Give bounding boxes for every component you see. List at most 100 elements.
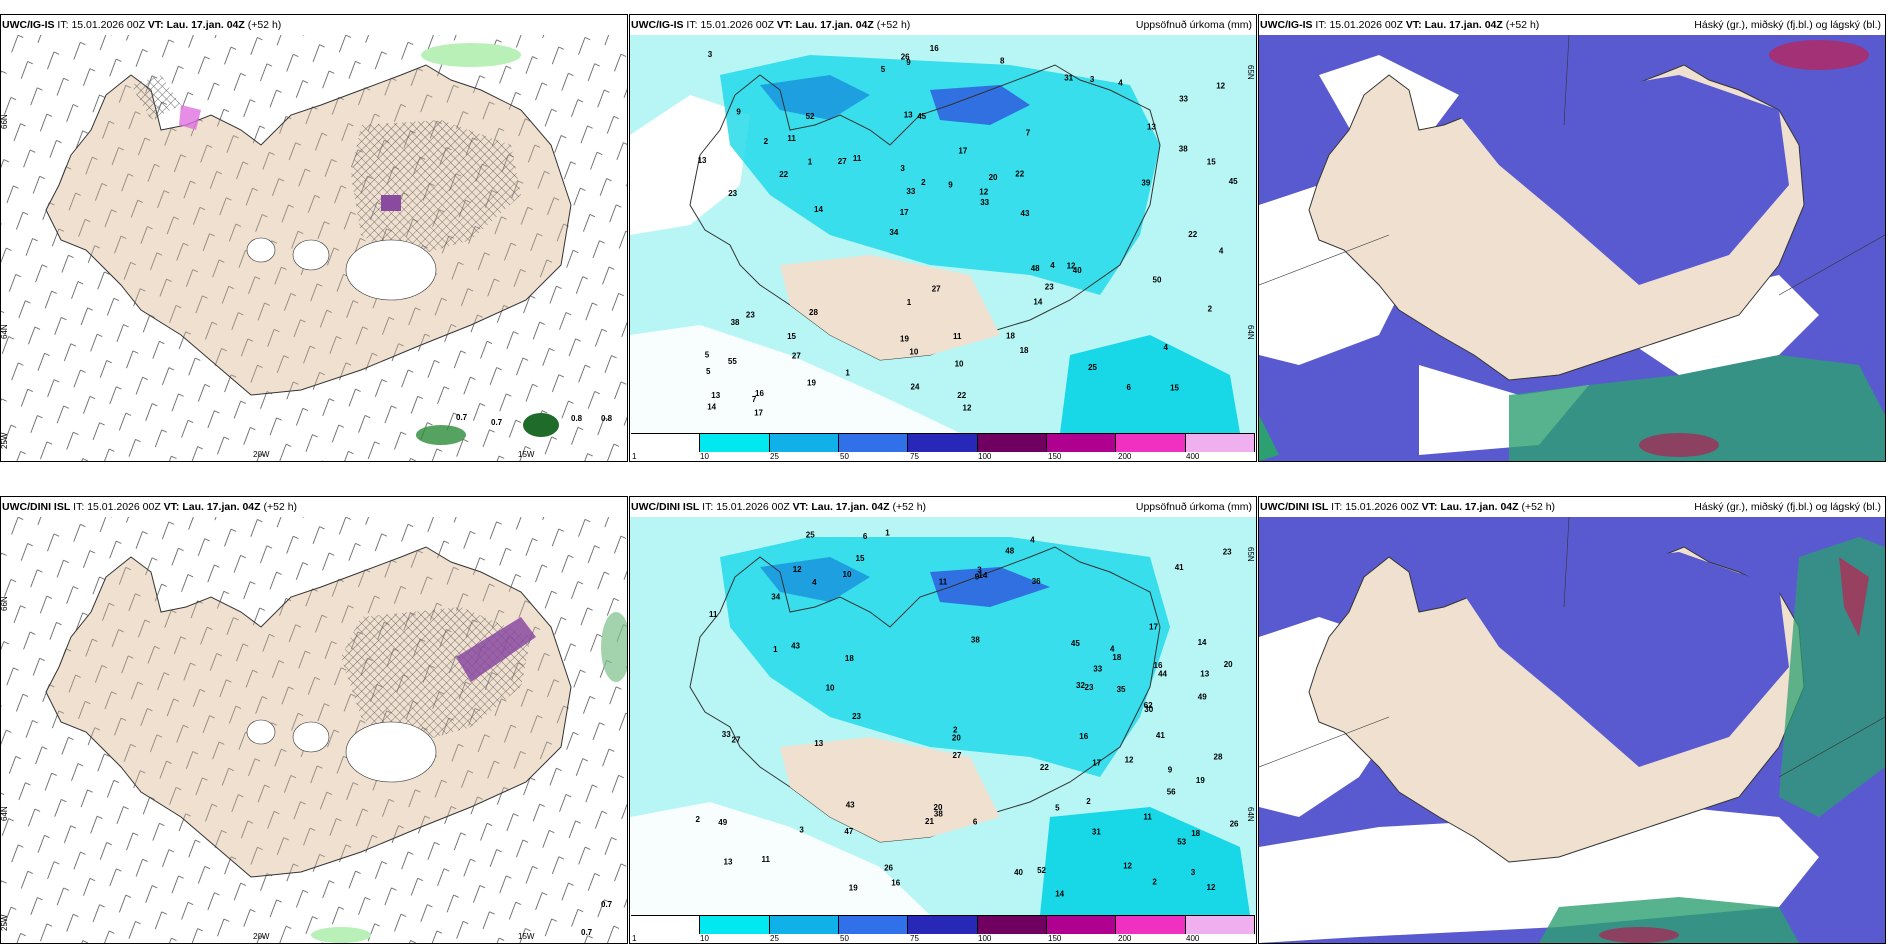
value-label: 6 [1127,383,1132,392]
value-label: 31 [1092,827,1101,836]
colorbar-cell [700,916,770,934]
vt-value: Lau. 17.jan. 04Z [182,501,261,513]
colorbar-tick: 50 [840,452,849,461]
lon-label: 15W [518,932,535,941]
vt-value: Lau. 17.jan. 04Z [795,19,874,31]
precip-patch [601,612,627,682]
value-label: 20 [1224,660,1233,669]
value-label: 21 [925,817,934,826]
value-label: 22 [1015,169,1024,178]
precip-field [930,567,1050,607]
value-label: 13 [724,858,733,867]
lat-label: 66N [1,114,9,129]
it-label: IT: [686,19,698,31]
value-label: 17 [754,408,763,417]
value-label: 19 [849,883,858,892]
lon-label: 25W [1,914,9,931]
value-label: 19 [1196,776,1205,785]
colorbar-tick: 200 [1118,452,1132,461]
value-label: 39 [1141,178,1150,187]
it-value: 15.01.2026 00Z [700,19,774,31]
value-label: 62 [1144,701,1153,710]
cloud-field [1459,75,1789,285]
map-svg: 1523333471613172311527452040994548381719… [630,35,1256,433]
value-label: 19 [900,335,909,344]
value-label: 4 [1030,535,1035,544]
value-label: 11 [1143,813,1152,822]
value-label: 9 [1168,766,1173,775]
cloud-field [1459,552,1789,767]
value-label: 2 [696,815,701,824]
value-label: 16 [930,44,939,53]
panel-bottom-middle: UWC/DINI ISL IT: 15.01.2026 00Z VT: Lau.… [629,496,1257,944]
value-label: 3 [977,565,982,574]
value-label: 14 [978,571,987,580]
it-value: 15.01.2026 00Z [1329,19,1403,31]
value-label: 11 [953,332,962,341]
value-label: 16 [1079,732,1088,741]
model-name: UWC/IG-IS [631,19,684,31]
glacier [345,239,437,301]
vt-label: VT: [1405,19,1422,31]
value-label: 23 [1085,683,1094,692]
value-label: 13 [814,739,823,748]
value-label: 32 [1076,681,1085,690]
value-label: 14 [1055,890,1064,899]
value-label: 0.7 [491,418,503,427]
value-label: 2 [953,725,958,734]
value-label: 13 [904,111,913,120]
map-precip: 11 14 18 38 13 15 16 47 41 43 13 11 62 16 49 34 53 10 38 44… [630,517,1256,915]
it-value: 15.01.2026 00Z [87,501,161,513]
value-label: 45 [1071,639,1080,648]
glacier [246,237,276,263]
value-label: 2 [764,137,769,146]
value-label: 41 [1175,563,1184,572]
precip-patch [523,413,559,437]
value-label: 0.7 [456,413,468,422]
high-cloud [1639,433,1719,457]
vt-label: VT: [792,501,809,513]
value-label: 38 [1179,145,1188,154]
model-name: UWC/DINI ISL [1260,501,1329,513]
map-svg: 0.7 0.7 66N 64N 25W 20W 15W [1,517,627,943]
value-label: 5 [881,65,886,74]
map-title: Uppsöfnuð úrkoma (mm) [1135,501,1252,513]
value-label: 49 [718,818,727,827]
colorbar-cell [1046,916,1117,934]
vt-value: Lau. 17.jan. 04Z [811,501,890,513]
value-label: 14 [707,402,716,411]
value-label: 15 [787,332,796,341]
value-label: 53 [1177,837,1186,846]
value-label: 16 [1154,661,1163,670]
colorbar-tick: 25 [770,452,779,461]
value-label: 14 [1033,297,1042,306]
value-label: 30 [1144,705,1153,714]
lat-label: 65N [1246,547,1255,562]
value-label: 16 [755,389,764,398]
value-label: 3 [1090,75,1095,84]
value-label: 38 [934,810,943,819]
model-name: UWC/DINI ISL [631,501,700,513]
value-label: 14 [814,205,823,214]
value-label: 12 [1207,883,1216,892]
value-label: 22 [1040,763,1049,772]
colorbar: 1 10 25 50 75 100 150 200 400 [630,433,1256,461]
lead-time: (+52 h) [263,501,298,513]
value-label: 22 [957,391,966,400]
value-label: 13 [698,156,707,165]
value-label: 3 [799,826,804,835]
value-label: 9 [948,181,953,190]
value-label: 41 [1156,731,1165,740]
lat-label: 64N [1,806,9,821]
panel-header: UWC/DINI ISL IT: 15.01.2026 00Z VT: Lau.… [1259,497,1885,517]
value-label: 11 [762,855,771,864]
value-label: 3 [708,50,713,59]
value-label: 31 [1064,73,1073,82]
value-label: 56 [1167,787,1176,796]
map-wind-precip: 0.7 0.7 0.8 0.8 66N 64N 25W 20W 15W [1,35,627,461]
value-label: 17 [958,147,967,156]
colorbar-cell [1185,434,1255,452]
precip-patch [381,195,401,211]
vt-value: Lau. 17.jan. 04Z [166,19,245,31]
it-value: 15.01.2026 00Z [716,501,790,513]
